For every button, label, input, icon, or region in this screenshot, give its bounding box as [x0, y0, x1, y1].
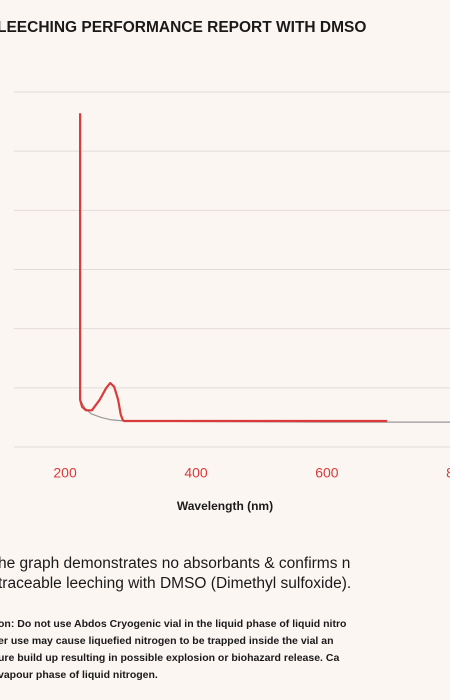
x-tick-label: 800	[446, 465, 450, 481]
x-tick-label: 600	[315, 465, 339, 481]
caution-line: on: Do not use Abdos Cryogenic vial in t…	[0, 618, 346, 630]
data-line	[79, 113, 388, 423]
x-tick-label: 200	[53, 465, 77, 481]
data-line	[79, 399, 450, 423]
note-line: he graph demonstrates no absorbants & co…	[0, 555, 350, 572]
caution-line: er use may cause liquefied nitrogen to b…	[0, 635, 334, 647]
chart-title: LEECHING PERFORMANCE REPORT WITH DMSO	[0, 19, 366, 36]
x-tick-label: 400	[184, 465, 208, 481]
x-axis-label: Wavelength (nm)	[177, 499, 273, 513]
note-line: traceable leeching with DMSO (Dimethyl s…	[0, 575, 351, 592]
caution-line: vapour phase of liquid nitrogen.	[0, 669, 158, 681]
caution-line: ure build up resulting in possible explo…	[0, 652, 339, 664]
